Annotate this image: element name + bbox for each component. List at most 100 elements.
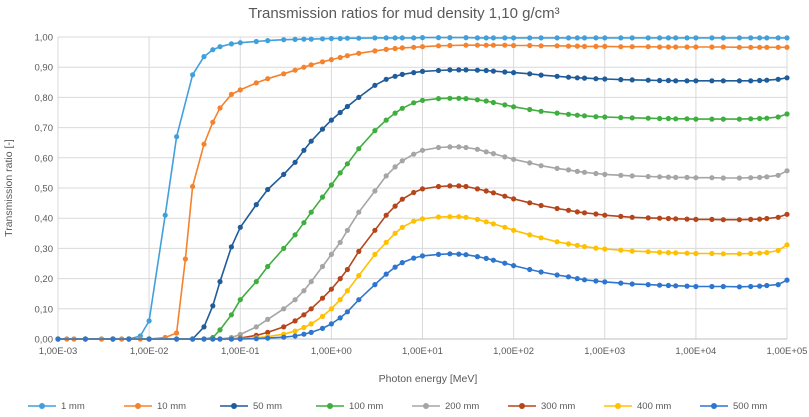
data-point	[308, 62, 314, 68]
data-point	[356, 209, 362, 215]
data-point	[665, 44, 672, 50]
legend-marker	[519, 403, 525, 409]
data-point	[764, 174, 770, 180]
data-point	[292, 328, 298, 334]
data-point	[775, 76, 781, 82]
data-point	[502, 193, 508, 199]
data-point	[684, 174, 690, 180]
data-point	[736, 78, 743, 84]
data-point	[784, 75, 790, 81]
data-point	[581, 277, 588, 283]
data-point	[456, 95, 462, 101]
data-point	[411, 44, 417, 50]
data-point	[447, 42, 453, 49]
data-point	[748, 116, 754, 122]
data-point	[684, 116, 690, 122]
legend-item-200-mm: 200 mm	[412, 401, 479, 412]
data-point	[784, 44, 790, 50]
data-point	[344, 161, 350, 167]
data-point	[554, 110, 560, 116]
data-point	[602, 171, 608, 177]
data-point	[435, 214, 442, 220]
data-point	[527, 200, 533, 206]
data-point	[510, 70, 517, 76]
data-point	[356, 94, 362, 100]
data-point	[757, 216, 763, 222]
data-point	[720, 251, 726, 257]
data-point	[736, 217, 743, 223]
data-point	[447, 214, 453, 220]
data-point	[602, 212, 608, 218]
data-point	[720, 217, 726, 223]
data-point	[201, 141, 207, 147]
data-point	[308, 138, 314, 144]
legend-item-1-mm: 1 mm	[28, 401, 85, 412]
data-point	[709, 35, 715, 41]
data-point	[665, 215, 672, 222]
data-point	[228, 244, 234, 250]
data-point	[201, 54, 207, 60]
data-point	[645, 44, 651, 50]
axes: 0,00 0,10 0,20 0,30 0,40 0,50 0,60 0,70 0,80 0,90…	[35, 33, 808, 358]
data-point	[126, 336, 132, 342]
data-point	[657, 282, 663, 288]
data-point	[593, 43, 599, 50]
data-point	[435, 183, 442, 190]
data-point	[736, 284, 743, 290]
data-point	[383, 271, 389, 277]
data-point	[673, 216, 679, 222]
legend-label: 10 mm	[157, 401, 186, 412]
data-point	[174, 330, 180, 336]
data-point	[456, 183, 462, 189]
data-point	[411, 255, 417, 261]
legend-item-10-mm: 10 mm	[124, 401, 186, 412]
data-point	[502, 35, 508, 41]
data-point	[784, 242, 790, 248]
data-point	[775, 44, 781, 50]
data-point	[292, 67, 298, 73]
data-point	[265, 38, 271, 44]
data-point	[629, 281, 635, 287]
data-point	[82, 336, 88, 342]
data-point	[292, 36, 298, 43]
data-point	[574, 276, 580, 282]
data-point	[574, 35, 580, 41]
data-point	[554, 272, 560, 278]
data-point	[319, 313, 326, 319]
data-point	[319, 126, 326, 132]
data-point	[618, 35, 624, 41]
data-point	[775, 282, 781, 288]
data-point	[538, 163, 544, 169]
data-point	[228, 41, 234, 47]
data-point	[483, 42, 489, 48]
data-point	[764, 35, 770, 41]
data-point	[684, 216, 690, 222]
data-point	[372, 188, 378, 194]
data-point	[344, 288, 350, 294]
data-point	[337, 54, 343, 61]
legend-item-400-mm: 400 mm	[604, 401, 671, 412]
data-point	[593, 211, 599, 217]
data-point	[581, 43, 588, 50]
data-point	[748, 44, 754, 50]
legend-label: 100 mm	[349, 401, 383, 412]
data-point	[474, 97, 480, 103]
data-point	[673, 250, 679, 256]
data-point	[474, 67, 480, 73]
data-point	[657, 249, 663, 255]
data-point	[784, 111, 790, 117]
data-point	[736, 116, 743, 122]
data-point	[657, 174, 663, 180]
data-point	[435, 144, 442, 151]
data-point	[593, 278, 599, 284]
x-tick-label: 1,00E+02	[493, 346, 534, 357]
x-tick-label: 1,00E+00	[311, 346, 352, 357]
x-tick-label: 1,00E+04	[675, 346, 716, 357]
data-point	[565, 207, 572, 213]
data-point	[419, 44, 426, 50]
data-point	[399, 224, 405, 230]
data-point	[502, 42, 508, 48]
data-point	[709, 78, 715, 84]
data-point	[618, 172, 624, 178]
data-point	[456, 251, 462, 257]
